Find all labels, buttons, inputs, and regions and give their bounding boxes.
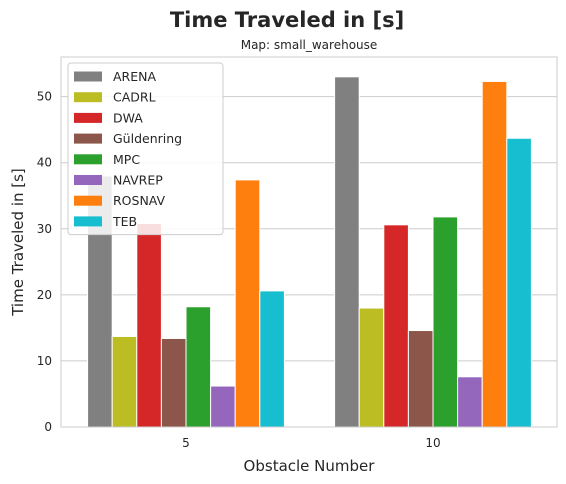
bar-navrep-5 — [210, 385, 236, 428]
legend-label: TEB — [112, 214, 137, 229]
bar-mpc-5 — [185, 306, 212, 428]
bar-teb-10 — [506, 137, 532, 428]
tick-labels: 0 10 20 30 40 50 5 10 — [37, 90, 441, 450]
legend-label: Güldenring — [113, 131, 182, 146]
bar-dwa-5 — [136, 223, 162, 428]
chart-subtitle: Map: small_warehouse — [241, 38, 378, 52]
y-tick-label: 50 — [37, 90, 52, 104]
x-axis-label: Obstacle Number — [244, 457, 376, 475]
y-tick-label: 0 — [44, 420, 52, 434]
bar-g-ldenring-10 — [407, 330, 434, 428]
y-tick-label: 20 — [37, 288, 52, 302]
chart-title: Time Traveled in [s] — [170, 8, 404, 32]
y-tick-label: 10 — [37, 354, 52, 368]
bar-cadrl-10 — [358, 307, 385, 428]
legend-label: NAVREP — [113, 173, 163, 188]
y-axis-label: Time Traveled in [s] — [9, 168, 27, 317]
bar-navrep-10 — [457, 376, 483, 428]
bar-cadrl-5 — [111, 335, 138, 428]
legend-label: MPC — [113, 152, 140, 167]
bar-arena-10 — [334, 76, 360, 428]
legend-label: DWA — [113, 110, 143, 125]
bar-rosnav-10 — [481, 80, 508, 428]
legend-swatch — [74, 216, 102, 227]
legend: ARENA CADRL DWA Güldenring MPC NAVREP ROSNAV TE… — [67, 62, 224, 236]
legend-swatch — [74, 92, 102, 103]
bar-g-ldenring-5 — [160, 337, 187, 428]
legend-swatch — [74, 71, 102, 82]
bar-teb-5 — [259, 290, 285, 428]
bar-rosnav-5 — [234, 179, 261, 428]
legend-label: ARENA — [113, 69, 156, 84]
bar-dwa-10 — [383, 224, 409, 428]
y-tick-label: 30 — [37, 222, 52, 236]
legend-swatch — [74, 112, 102, 123]
legend-swatch — [74, 175, 102, 185]
legend-label: CADRL — [113, 90, 156, 105]
legend-label: ROSNAV — [113, 193, 166, 208]
x-tick-label: 10 — [425, 436, 440, 450]
plot-frame — [60, 56, 558, 428]
bar-mpc-10 — [432, 216, 459, 428]
x-tick-label: 5 — [182, 436, 190, 450]
legend-swatch — [74, 133, 102, 144]
bars-group — [87, 76, 532, 428]
legend-swatch — [74, 154, 102, 165]
legend-box — [67, 62, 224, 236]
legend-swatch — [74, 195, 102, 206]
y-tick-label: 40 — [37, 156, 52, 170]
